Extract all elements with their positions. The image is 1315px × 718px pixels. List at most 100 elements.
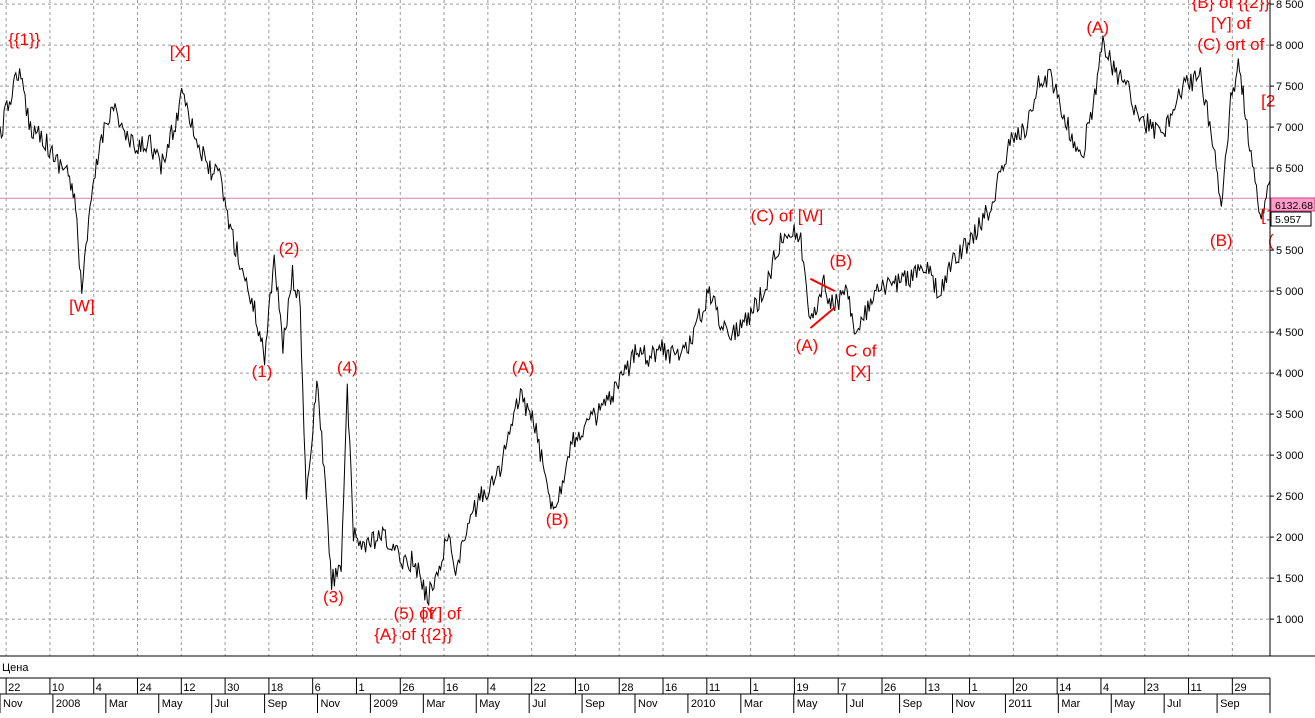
- wave-label-line: {A} of {{2}}: [374, 625, 453, 644]
- wave-label-line: (C) of [W]: [751, 206, 824, 225]
- y-tick-label: 2 500: [1276, 491, 1304, 503]
- y-tick-label: 8 000: [1276, 40, 1304, 52]
- triangle-pattern: [809, 277, 836, 329]
- x-tick-label-top: 29: [1234, 682, 1246, 694]
- x-tick-label-bottom: Mar: [744, 698, 763, 710]
- y-tick-label: 7 000: [1276, 122, 1304, 134]
- wave-label: [2: [1261, 92, 1275, 111]
- x-tick-label-top: 23: [1147, 682, 1159, 694]
- x-tick-label-bottom: Jul: [532, 698, 546, 710]
- x-tick-label-bottom: May: [162, 698, 183, 710]
- x-tick-label-top: 11: [1191, 682, 1202, 694]
- x-tick-label-top: 13: [928, 682, 940, 694]
- current-price-box: 6132.68 5.957: [1270, 197, 1315, 227]
- x-tick-label-bottom: 2009: [373, 698, 397, 710]
- wave-label-line: (A): [512, 358, 535, 377]
- x-tick-label-top: 6: [315, 682, 321, 694]
- current-price-badge: [1270, 197, 1315, 212]
- wave-label-line: (A): [1086, 18, 1109, 37]
- wave-label: {B} of {{2}} [Y] of (C) ort of: [1192, 0, 1271, 54]
- x-tick-label-top: 24: [140, 682, 152, 694]
- y-tick-label: 1 000: [1276, 614, 1304, 626]
- wave-label-line: [X]: [170, 42, 191, 61]
- x-tick-label-top: 26: [402, 682, 414, 694]
- y-tick-label: 1 500: [1276, 573, 1304, 585]
- x-tick-label-top: 7: [840, 682, 846, 694]
- x-tick-label-top: 11: [709, 682, 720, 694]
- wave-label-line: [Y] of: [1211, 14, 1251, 33]
- wave-label-line: (4): [337, 358, 358, 377]
- x-tick-label-bottom: May: [797, 698, 818, 710]
- x-tick-label-top: 4: [96, 682, 102, 694]
- x-tick-label-bottom: Nov: [3, 698, 23, 710]
- x-tick-label-bottom: Jul: [215, 698, 229, 710]
- wave-label: [Y] of: [421, 604, 461, 623]
- x-tick-label-top: 1: [358, 682, 364, 694]
- y-tick-label: 7 500: [1276, 81, 1304, 93]
- wave-label-line: (3): [323, 588, 344, 607]
- wave-label: (A): [512, 358, 535, 377]
- wave-labels: {{1}} [W] [X] (2) (1) (4) (3) (5) of {A} of {{2}…: [8, 0, 1275, 644]
- y-tick-label: 3 500: [1276, 409, 1304, 421]
- x-tick-label-top: 1: [972, 682, 978, 694]
- wave-label: (2): [279, 239, 300, 258]
- wave-label-line: (C) ort of: [1197, 35, 1264, 54]
- secondary-value-badge: [1270, 211, 1312, 227]
- wave-label: (1): [252, 362, 273, 381]
- x-tick-label-top: 16: [665, 682, 677, 694]
- x-tick-label-bottom: 2008: [56, 698, 80, 710]
- x-tick-label-top: 16: [446, 682, 458, 694]
- x-tick-label-top: 4: [490, 682, 496, 694]
- x-tick-label-top: 10: [577, 682, 589, 694]
- y-tick-labels: 1 000 1 500 2 000 2 500 3 000 3 500 4 000 4 500…: [1270, 0, 1304, 626]
- x-tick-label-top: 22: [8, 682, 20, 694]
- x-tick-label-bottom: 2011: [1008, 698, 1032, 710]
- x-tick-label-top: 10: [52, 682, 64, 694]
- x-tick-label-bottom: Sep: [585, 698, 605, 710]
- x-tick-label-bottom: 2010: [691, 698, 715, 710]
- x-tick-label-bottom: Jul: [1167, 698, 1181, 710]
- wave-label-line: (2): [279, 239, 300, 258]
- wave-label: (5) of {A} of {{2}}: [374, 604, 453, 644]
- wave-label-line: [Y] of: [421, 604, 461, 623]
- wave-label: (3): [323, 588, 344, 607]
- wave-label-line: {B} of {{2}}: [1192, 0, 1271, 12]
- price-line: [0, 35, 1271, 607]
- wave-label-line: {{1}}: [8, 30, 40, 49]
- wave-label-line: (B): [546, 510, 569, 529]
- secondary-value-label: 5.957: [1275, 214, 1301, 226]
- wave-label: {{1}}: [8, 30, 40, 49]
- y-tick-label: 6 500: [1276, 163, 1304, 175]
- y-tick-label: 5 000: [1276, 286, 1304, 298]
- series-label: Цена: [2, 662, 29, 674]
- x-tick-label-top: 26: [884, 682, 896, 694]
- wave-label-line: [W]: [69, 297, 95, 316]
- y-tick-label: 4 500: [1276, 327, 1304, 339]
- x-tick-label-top: 18: [271, 682, 283, 694]
- x-tick-label-bottom: Sep: [903, 698, 923, 710]
- x-tick-label-bottom: Mar: [109, 698, 128, 710]
- x-tick-label-top: 12: [183, 682, 195, 694]
- wave-label: (4): [337, 358, 358, 377]
- x-tick-label-bottom: May: [1114, 698, 1135, 710]
- price-series: [0, 35, 1271, 607]
- wave-label-line: (1): [252, 362, 273, 381]
- wave-label: (: [1268, 231, 1274, 250]
- wave-label: C of [X]: [845, 342, 876, 382]
- x-tick-label-bottom: Mar: [1061, 698, 1080, 710]
- wave-label-line: (A): [796, 336, 819, 355]
- x-tick-label-top: 4: [1103, 682, 1109, 694]
- x-tick-label-bottom: Nov: [956, 698, 976, 710]
- x-tick-label-top: 14: [1059, 682, 1071, 694]
- triangle-line-lower: [809, 306, 836, 329]
- y-tick-label: 2 000: [1276, 532, 1304, 544]
- y-tick-label: 3 000: [1276, 450, 1304, 462]
- wave-label: (B): [1210, 231, 1233, 250]
- wave-label: [X]: [170, 42, 191, 61]
- wave-label-line: (5) of: [394, 604, 434, 623]
- x-tick-label-top: 28: [621, 682, 633, 694]
- x-tick-label-top: 1: [753, 682, 759, 694]
- wave-label-line: (B): [830, 252, 853, 271]
